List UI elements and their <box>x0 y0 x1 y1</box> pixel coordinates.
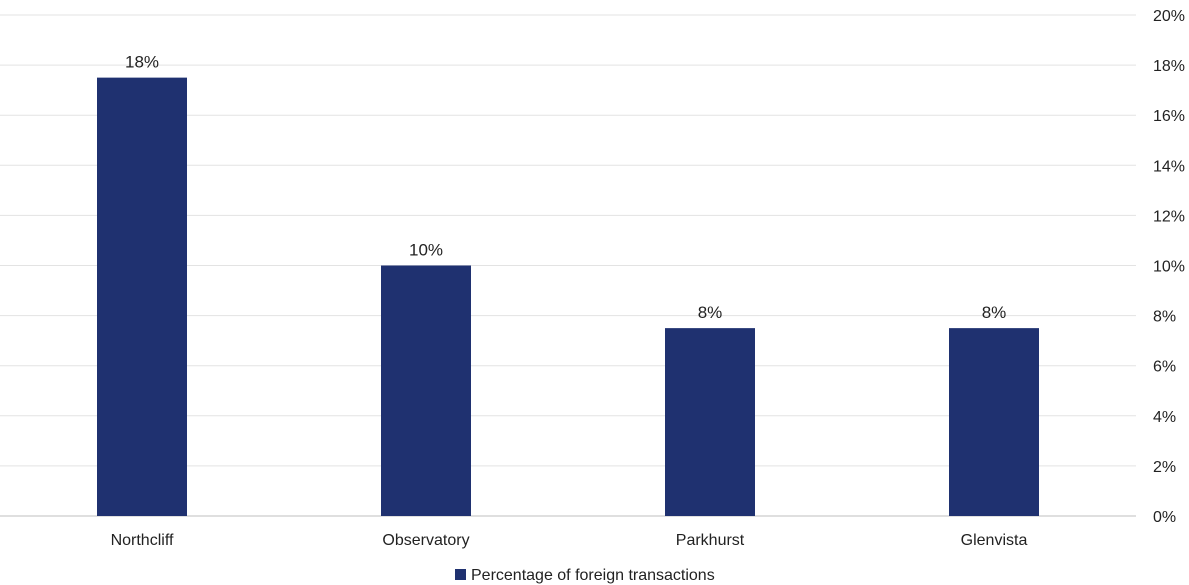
bar <box>665 328 755 516</box>
legend-swatch <box>455 569 466 580</box>
y-tick-label: 6% <box>1153 359 1176 376</box>
x-axis: Northcliff Observatory Parkhurst Glenvista <box>111 532 1028 549</box>
bar <box>381 265 471 516</box>
y-tick-label: 12% <box>1153 208 1185 225</box>
y-tick-label: 18% <box>1153 58 1185 75</box>
data-label: 18% <box>125 53 159 72</box>
y-tick-label: 20% <box>1153 8 1185 25</box>
data-label: 8% <box>982 303 1007 322</box>
x-tick-label: Observatory <box>382 532 469 549</box>
data-label: 8% <box>698 303 723 322</box>
y-axis: 0% 2% 4% 6% 8% 10% 12% 14% 16% 18% 20% <box>1153 8 1185 526</box>
legend-label: Percentage of foreign transactions <box>471 567 715 584</box>
x-tick-label: Parkhurst <box>676 532 745 549</box>
bar <box>97 77 187 516</box>
bar <box>949 328 1039 516</box>
y-tick-label: 16% <box>1153 108 1185 125</box>
data-labels: 18% 10% 8% 8% <box>125 53 1006 323</box>
y-tick-label: 4% <box>1153 409 1176 426</box>
y-tick-label: 14% <box>1153 158 1185 175</box>
x-tick-label: Glenvista <box>961 532 1028 549</box>
x-tick-label: Northcliff <box>111 532 174 549</box>
y-tick-label: 0% <box>1153 509 1176 526</box>
y-tick-label: 2% <box>1153 459 1176 476</box>
y-tick-label: 10% <box>1153 259 1185 276</box>
legend: Percentage of foreign transactions <box>455 567 715 584</box>
data-label: 10% <box>409 241 443 260</box>
bars <box>97 77 1039 516</box>
gridlines <box>0 14 1136 517</box>
y-tick-label: 8% <box>1153 309 1176 326</box>
